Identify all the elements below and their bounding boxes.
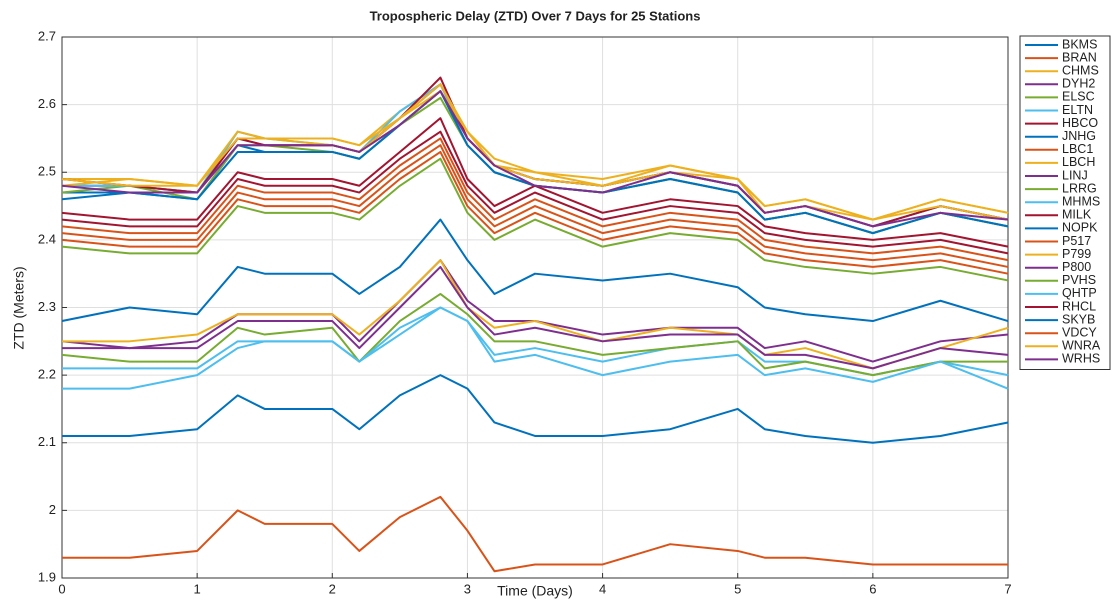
legend-label: LBC1 (1062, 142, 1093, 156)
legend-label: ELSC (1062, 90, 1095, 104)
data-line (62, 374, 1009, 444)
y-tick-label: 2.5 (38, 164, 56, 179)
data-line (62, 495, 1008, 573)
data-line (61, 218, 1009, 323)
legend-label: MHMS (1062, 194, 1100, 208)
data-line (61, 144, 1009, 268)
plot-frame (61, 36, 1009, 579)
y-tick-label: 2.4 (38, 231, 56, 246)
legend-label: QHTP (1062, 286, 1097, 300)
legend-label: P799 (1062, 247, 1091, 261)
legend-label: JNHG (1062, 129, 1096, 143)
data-line (61, 137, 1009, 262)
legend-label: BRAN (1062, 50, 1097, 64)
y-tick-label: 2 (49, 502, 56, 517)
data-line (62, 259, 1009, 370)
data-line (62, 265, 1009, 370)
y-tick-label: 1.9 (38, 569, 56, 584)
legend-label: LRRG (1062, 181, 1097, 195)
x-tick-label: 3 (464, 581, 471, 596)
x-tick-label: 6 (869, 581, 876, 596)
legend-label: WNRA (1062, 339, 1101, 353)
data-line (61, 130, 1009, 255)
legend-label: HBCO (1062, 116, 1098, 130)
data-line (62, 306, 1009, 390)
legend-label: WRHS (1062, 352, 1100, 366)
legend-label: LINJ (1062, 168, 1088, 182)
data-line (61, 150, 1009, 275)
x-tick-label: 0 (58, 581, 65, 596)
x-axis-label: Time (Days) (497, 583, 573, 599)
legend-label: MILK (1062, 208, 1092, 222)
y-tick-label: 2.1 (38, 434, 56, 449)
data-line (61, 90, 1009, 228)
legend-label: P800 (1062, 260, 1091, 274)
x-tick-label: 1 (194, 581, 201, 596)
legend-label: VDCY (1062, 325, 1097, 339)
legend-label: NOPK (1062, 221, 1098, 235)
legend-label: SKYB (1062, 312, 1095, 326)
y-tick-label: 2.3 (38, 299, 56, 314)
legend-label: PVHS (1062, 273, 1096, 287)
data-line (61, 117, 1009, 248)
legend-label: LBCH (1062, 155, 1095, 169)
data-line (61, 157, 1009, 282)
legend-label: BKMS (1062, 37, 1097, 51)
data-line (61, 292, 1008, 377)
legend-label: ELTN (1062, 103, 1093, 117)
legend-label: P517 (1062, 234, 1091, 248)
legend-label: RHCL (1062, 299, 1096, 313)
x-tick-label: 2 (329, 581, 336, 596)
data-line (61, 90, 1009, 235)
y-axis-label: ZTD (Meters) (11, 266, 27, 349)
y-tick-label: 2.6 (38, 96, 56, 111)
x-tick-label: 7 (1004, 581, 1011, 596)
data-line (62, 306, 1009, 377)
x-tick-label: 5 (734, 581, 741, 596)
x-tick-label: 4 (599, 581, 606, 596)
chart-title: Tropospheric Delay (ZTD) Over 7 Days for… (370, 8, 701, 23)
legend-label: DYH2 (1062, 77, 1095, 91)
y-tick-label: 2.2 (38, 367, 56, 382)
legend-label: CHMS (1062, 63, 1099, 77)
y-tick-label: 2.7 (38, 28, 56, 43)
